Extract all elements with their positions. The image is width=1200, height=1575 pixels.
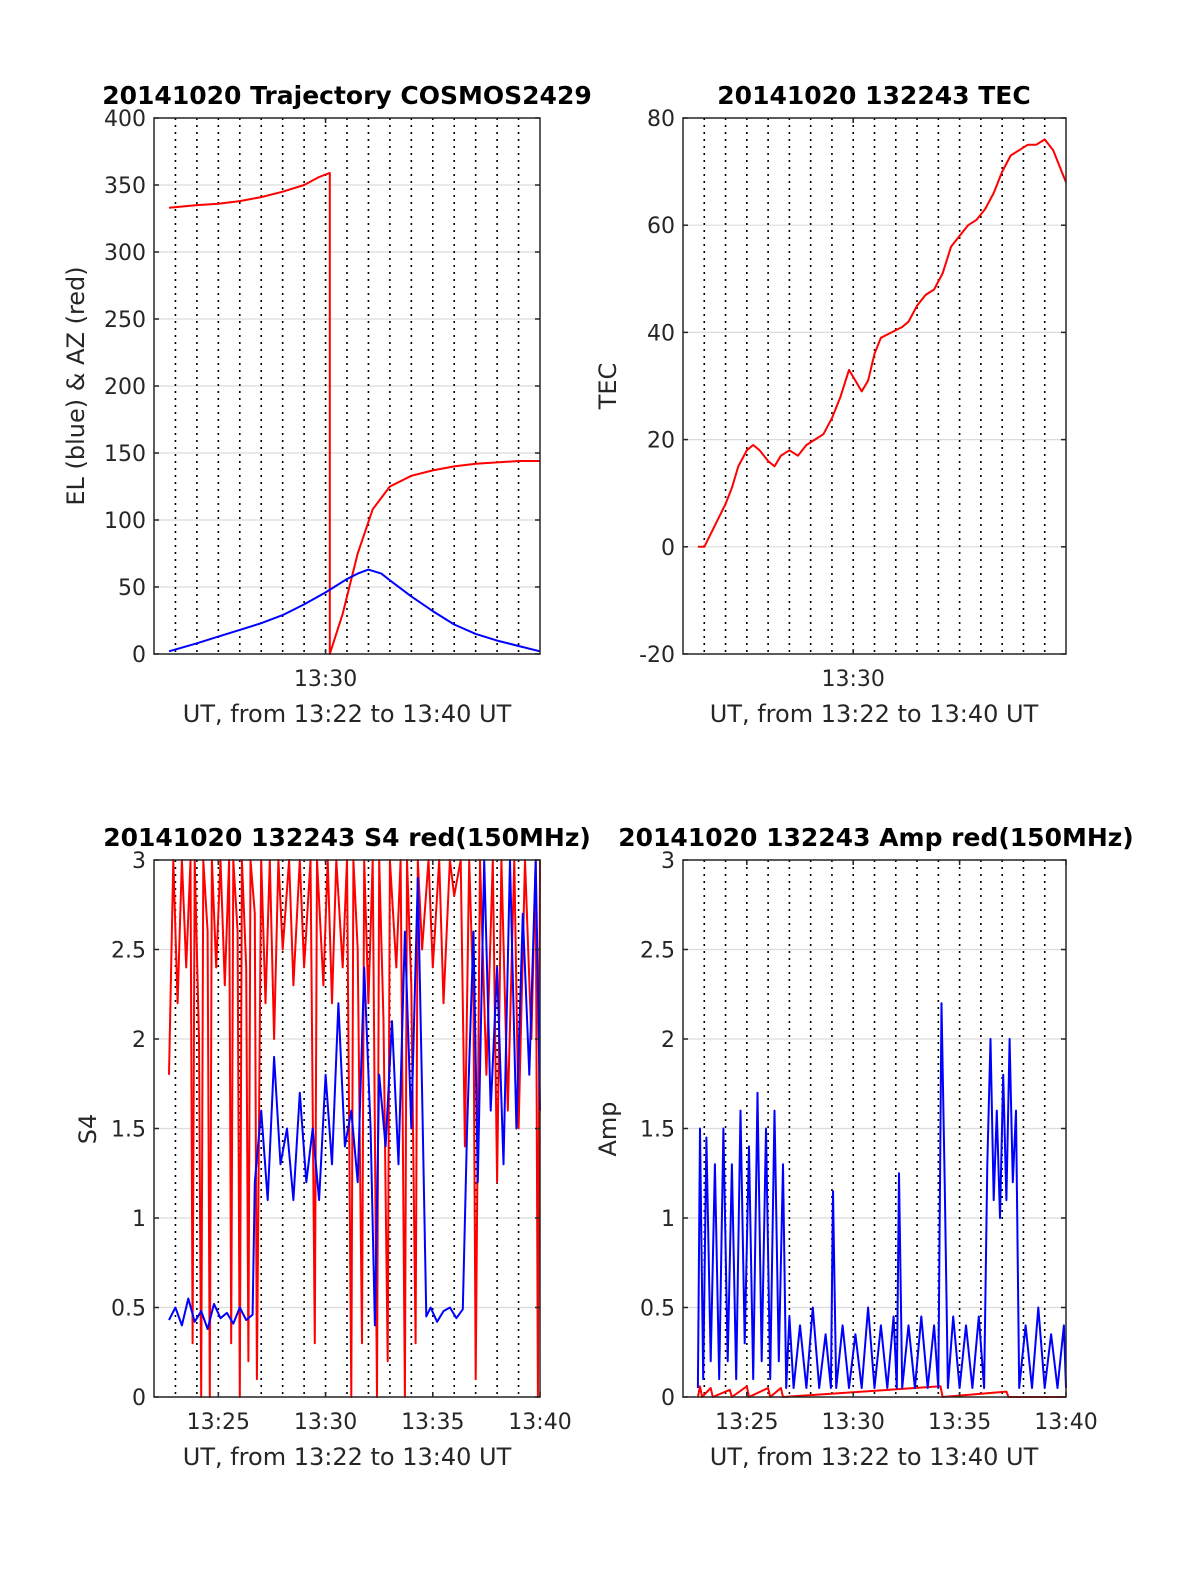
y-tick-label: 0 <box>132 1386 146 1411</box>
title-s4: 20141020 132243 S4 red(150MHz) <box>103 823 591 852</box>
x-tick-label: 13:35 <box>928 1410 991 1435</box>
y-tick-label: 1 <box>661 1207 675 1232</box>
panel-trajectory: 20141020 Trajectory COSMOS2429 UT, from … <box>62 81 592 728</box>
ylabel-amp: Amp <box>594 1101 622 1156</box>
y-tick-label: 0 <box>132 643 146 668</box>
x-tick-label: 13:40 <box>508 1410 571 1435</box>
x-tick-label: 13:25 <box>187 1410 250 1435</box>
ylabel-s4: S4 <box>74 1114 102 1145</box>
x-tick-label: 13:30 <box>294 1410 357 1435</box>
title-tec: 20141020 132243 TEC <box>717 81 1030 110</box>
y-tick-label: 50 <box>118 576 146 601</box>
y-tick-label: 250 <box>104 308 146 333</box>
y-tick-label: 1 <box>132 1207 146 1232</box>
x-tick-label: 13:30 <box>294 667 357 692</box>
red-series-line <box>697 138 1067 548</box>
y-tick-label: 20 <box>647 429 675 454</box>
y-tick-label: 0.5 <box>111 1297 146 1322</box>
panel-amp: 20141020 132243 Amp red(150MHz) UT, from… <box>594 823 1134 1471</box>
y-tick-label: 2.5 <box>111 939 146 964</box>
panel-s4: 20141020 132243 S4 red(150MHz) UT, from … <box>74 823 591 1471</box>
axes-box <box>682 117 1067 655</box>
y-tick-label: 40 <box>647 321 675 346</box>
blue-series-line <box>168 568 541 653</box>
title-amp: 20141020 132243 Amp red(150MHz) <box>618 823 1134 852</box>
x-tick-label: 13:30 <box>822 1410 885 1435</box>
x-tick-label: 13:35 <box>401 1410 464 1435</box>
y-tick-label: 2 <box>661 1028 675 1053</box>
title-trajectory: 20141020 Trajectory COSMOS2429 <box>102 81 592 110</box>
xlabel-trajectory: UT, from 13:22 to 13:40 UT <box>183 700 512 728</box>
y-tick-label: 3 <box>661 849 675 874</box>
panel-tec: 20141020 132243 TEC UT, from 13:22 to 13… <box>594 81 1067 728</box>
y-tick-label: 200 <box>104 375 146 400</box>
xlabel-amp: UT, from 13:22 to 13:40 UT <box>710 1443 1039 1471</box>
y-tick-label: 0.5 <box>640 1297 675 1322</box>
y-tick-label: 350 <box>104 174 146 199</box>
y-tick-label: 400 <box>104 107 146 132</box>
y-tick-label: 2.5 <box>640 939 675 964</box>
y-tick-label: 300 <box>104 241 146 266</box>
y-tick-label: 150 <box>104 442 146 467</box>
ylabel-trajectory: EL (blue) & AZ (red) <box>62 266 90 505</box>
x-tick-label: 13:30 <box>822 667 885 692</box>
y-tick-label: 80 <box>647 107 675 132</box>
y-tick-label: 0 <box>661 1386 675 1411</box>
blue-series-line <box>168 859 541 1330</box>
y-tick-label: 0 <box>661 536 675 561</box>
x-tick-label: 13:25 <box>715 1410 778 1435</box>
y-tick-label: 60 <box>647 214 675 239</box>
red-series-line <box>696 1385 1066 1398</box>
ylabel-tec: TEC <box>594 363 622 411</box>
xlabel-tec: UT, from 13:22 to 13:40 UT <box>710 700 1039 728</box>
y-tick-label: 100 <box>104 509 146 534</box>
y-tick-label: -20 <box>639 643 675 668</box>
xlabel-s4: UT, from 13:22 to 13:40 UT <box>183 1443 512 1471</box>
y-tick-label: 1.5 <box>111 1118 146 1143</box>
y-tick-label: 2 <box>132 1028 146 1053</box>
red-series-line <box>168 171 540 655</box>
x-tick-label: 13:40 <box>1034 1410 1097 1435</box>
y-tick-label: 1.5 <box>640 1118 675 1143</box>
blue-series-line <box>696 1002 1067 1389</box>
y-tick-label: 3 <box>132 849 146 874</box>
